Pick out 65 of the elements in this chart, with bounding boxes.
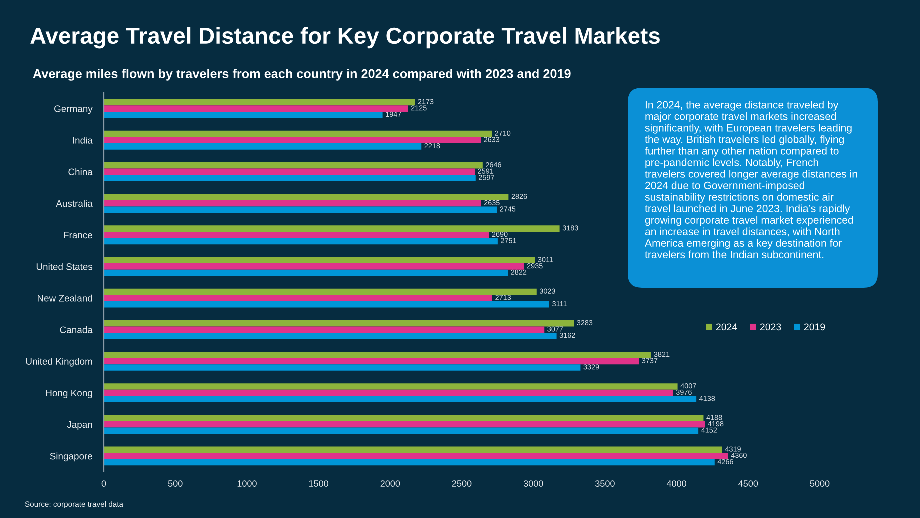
y-tick-label: United States [36, 263, 93, 270]
bar [104, 144, 422, 150]
bar [104, 175, 476, 182]
legend-label: 2019 [804, 324, 826, 331]
x-tick-label: 4000 [666, 480, 686, 487]
bar [104, 358, 640, 365]
x-tick-label: 0 [102, 480, 106, 487]
bar [104, 238, 498, 245]
bar [104, 232, 490, 238]
bar [104, 200, 482, 207]
bar [104, 333, 557, 340]
x-tick-label: 2500 [452, 480, 472, 487]
x-tick-label: 3500 [596, 480, 615, 487]
bar [104, 459, 715, 466]
bar [104, 99, 416, 106]
bar [104, 206, 498, 214]
bar [104, 137, 482, 144]
bar [104, 130, 492, 138]
x-tick-label: 5000 [810, 480, 830, 487]
bar [104, 106, 408, 112]
bar [104, 326, 545, 334]
y-tick-label: China [68, 168, 93, 176]
bar [104, 428, 699, 434]
text: In 2024, the average distance traveled by major corporate travel markets increased significantly, with European travelers leading the way. British travelers led globally, flying further than any other nation compared to pre-pandemic levels. Notably, French travelers covered longer average distances in 2024 due to Government-imposed sustainability restrictions on domestic air travel launched in June 2023. India’s rapidly growing corporate travel market experienced an increase in travel distances, with North America emerging as a key destination for travelers from the Indian subcontinent. [645, 101, 858, 259]
chart-subtitle: Average miles flown by travelers from each country in 2024 compared with 2023 and 2019 [33, 69, 571, 81]
x-tick-label: 1500 [309, 480, 328, 487]
bar [104, 168, 476, 176]
y-tick-label: Hong Kong [46, 390, 92, 398]
bar [104, 396, 697, 403]
bar [104, 288, 537, 296]
y-tick-label: France [64, 232, 92, 239]
bar [104, 453, 728, 460]
bar [104, 295, 492, 302]
bar [104, 270, 508, 276]
y-tick-label: Australia [56, 200, 93, 208]
bar [104, 194, 509, 200]
bar [104, 226, 560, 232]
bar [104, 390, 674, 396]
bar [104, 112, 383, 118]
x-tick-label: 500 [168, 480, 183, 487]
bar [104, 384, 678, 390]
x-tick-label: 2000 [380, 480, 400, 487]
x-tick-label: 3000 [524, 480, 544, 487]
bar [104, 264, 524, 270]
legend-label: 2024 [716, 324, 738, 331]
y-tick-label: Canada [60, 326, 93, 334]
bar [104, 320, 574, 327]
bar [104, 301, 550, 308]
y-tick-label: New Zealand [38, 294, 92, 302]
chart-title: Average Travel Distance for Key Corporate Travel Markets [30, 27, 660, 49]
bar [104, 162, 483, 169]
y-tick-label: Singapore [50, 452, 92, 462]
y-tick-label: India [73, 136, 93, 144]
y-tick-label: Japan [67, 422, 92, 430]
y-tick-label: United Kingdom [26, 358, 92, 367]
legend-label: 2023 [760, 324, 782, 331]
bar [104, 421, 706, 428]
bar [104, 415, 704, 422]
bar [104, 364, 581, 371]
bar [104, 446, 722, 454]
bar [104, 352, 652, 358]
x-tick-label: 1000 [238, 480, 257, 487]
bar [104, 257, 536, 264]
y-tick-label: Germany [54, 106, 93, 114]
x-tick-label: 4500 [738, 480, 758, 487]
